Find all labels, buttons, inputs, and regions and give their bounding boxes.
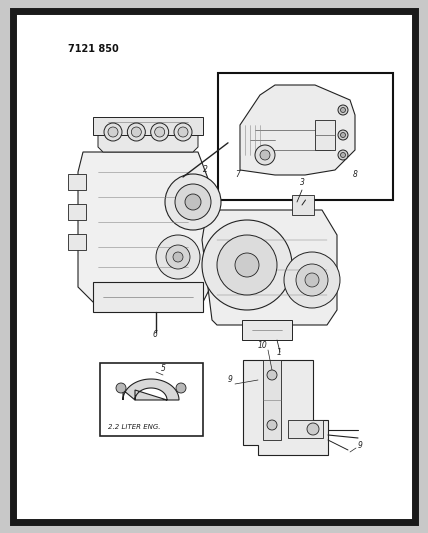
Text: 7: 7 (235, 170, 240, 179)
Polygon shape (202, 210, 337, 325)
Circle shape (174, 123, 192, 141)
Polygon shape (78, 152, 213, 302)
Circle shape (305, 273, 319, 287)
Circle shape (284, 252, 340, 308)
Bar (218, 73, 393, 200)
Circle shape (338, 105, 348, 115)
Polygon shape (123, 379, 179, 400)
Circle shape (338, 130, 348, 140)
Text: 2.2 LITER ENG.: 2.2 LITER ENG. (108, 424, 160, 430)
Circle shape (151, 123, 169, 141)
Bar (68, 234, 86, 250)
Circle shape (131, 127, 141, 137)
Circle shape (155, 127, 165, 137)
Circle shape (296, 264, 328, 296)
Circle shape (338, 150, 348, 160)
Text: 6: 6 (153, 330, 158, 339)
Text: 10: 10 (258, 341, 268, 350)
Circle shape (175, 184, 211, 220)
Text: 3: 3 (300, 178, 305, 187)
Circle shape (341, 133, 345, 138)
Text: 7121 850: 7121 850 (68, 44, 119, 54)
Circle shape (104, 123, 122, 141)
Circle shape (255, 145, 275, 165)
Bar (315, 120, 335, 150)
Circle shape (128, 123, 146, 141)
Bar (288, 420, 323, 438)
Circle shape (341, 108, 345, 112)
Circle shape (307, 423, 319, 435)
Circle shape (166, 245, 190, 269)
Circle shape (267, 420, 277, 430)
Circle shape (260, 150, 270, 160)
Bar (263, 360, 281, 440)
Polygon shape (98, 132, 198, 152)
Circle shape (341, 152, 345, 157)
Polygon shape (240, 85, 355, 175)
Text: 8: 8 (353, 170, 358, 179)
Polygon shape (243, 360, 328, 455)
Bar (93, 282, 203, 312)
Circle shape (185, 194, 201, 210)
Bar (68, 174, 86, 190)
Bar (93, 117, 203, 135)
Text: 5: 5 (161, 364, 166, 373)
Text: 9: 9 (358, 441, 363, 450)
Circle shape (116, 383, 126, 393)
Circle shape (165, 174, 221, 230)
Circle shape (108, 127, 118, 137)
Circle shape (217, 235, 277, 295)
Circle shape (176, 383, 186, 393)
Circle shape (235, 253, 259, 277)
Bar (68, 204, 86, 220)
Circle shape (156, 235, 200, 279)
Text: 1: 1 (277, 348, 282, 357)
Bar (292, 195, 314, 215)
Text: 9: 9 (228, 375, 233, 384)
Circle shape (202, 220, 292, 310)
Circle shape (173, 252, 183, 262)
Circle shape (178, 127, 188, 137)
Bar (100, 363, 203, 436)
Bar (242, 320, 292, 340)
Circle shape (267, 370, 277, 380)
Text: 2: 2 (203, 165, 208, 174)
